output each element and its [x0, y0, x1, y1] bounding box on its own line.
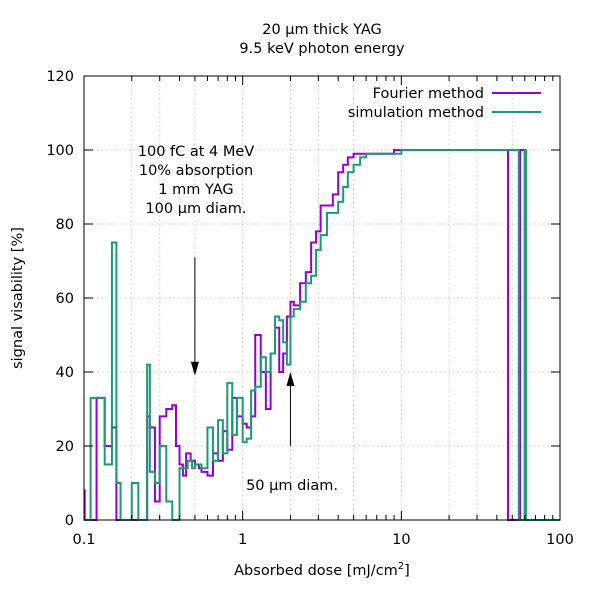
annotation-left-block: 100 fC at 4 MeV 10% absorption 1 mm YAG …: [138, 144, 255, 217]
y-tick-label: 80: [56, 217, 74, 233]
arrows: [190, 257, 295, 446]
series-line-simulation: [84, 149, 560, 521]
arrow-head: [286, 372, 295, 386]
legend-label-simulation: simulation method: [348, 105, 484, 121]
annotation-line-2: 10% absorption: [139, 163, 253, 179]
annotation-line-4: 100 μm diam.: [145, 201, 246, 217]
y-tick-label: 60: [56, 291, 74, 307]
y-tick-label: 0: [65, 513, 74, 529]
series-layer: [83, 149, 560, 521]
annotation-line-1: 100 fC at 4 MeV: [138, 144, 255, 160]
x-tick-label: 0.1: [72, 532, 95, 548]
x-axis-label: Absorbed dose [mJ/cm2]: [234, 561, 410, 579]
y-axis-label: signal visability [%]: [10, 227, 26, 369]
chart-title-line2: 9.5 keV photon energy: [239, 41, 405, 57]
y-tick-label: 40: [56, 365, 74, 381]
ticks: 0.1 1 10 100 0 20 40 60 80 100 120: [46, 69, 574, 548]
y-tick-label: 120: [46, 69, 74, 85]
legend: Fourier method simulation method: [348, 86, 541, 121]
arrow-head: [190, 361, 199, 376]
chart-title-line1: 20 μm thick YAG: [262, 22, 382, 38]
x-tick-label: 1: [238, 532, 247, 548]
x-tick-label: 100: [546, 532, 574, 548]
y-tick-label: 100: [46, 143, 74, 159]
legend-label-fourier: Fourier method: [373, 86, 484, 102]
x-tick-label: 10: [392, 532, 410, 548]
annotation-line-3: 1 mm YAG: [158, 182, 233, 198]
y-tick-label: 20: [56, 439, 74, 455]
annotation-bottom: 50 μm diam.: [246, 478, 338, 494]
